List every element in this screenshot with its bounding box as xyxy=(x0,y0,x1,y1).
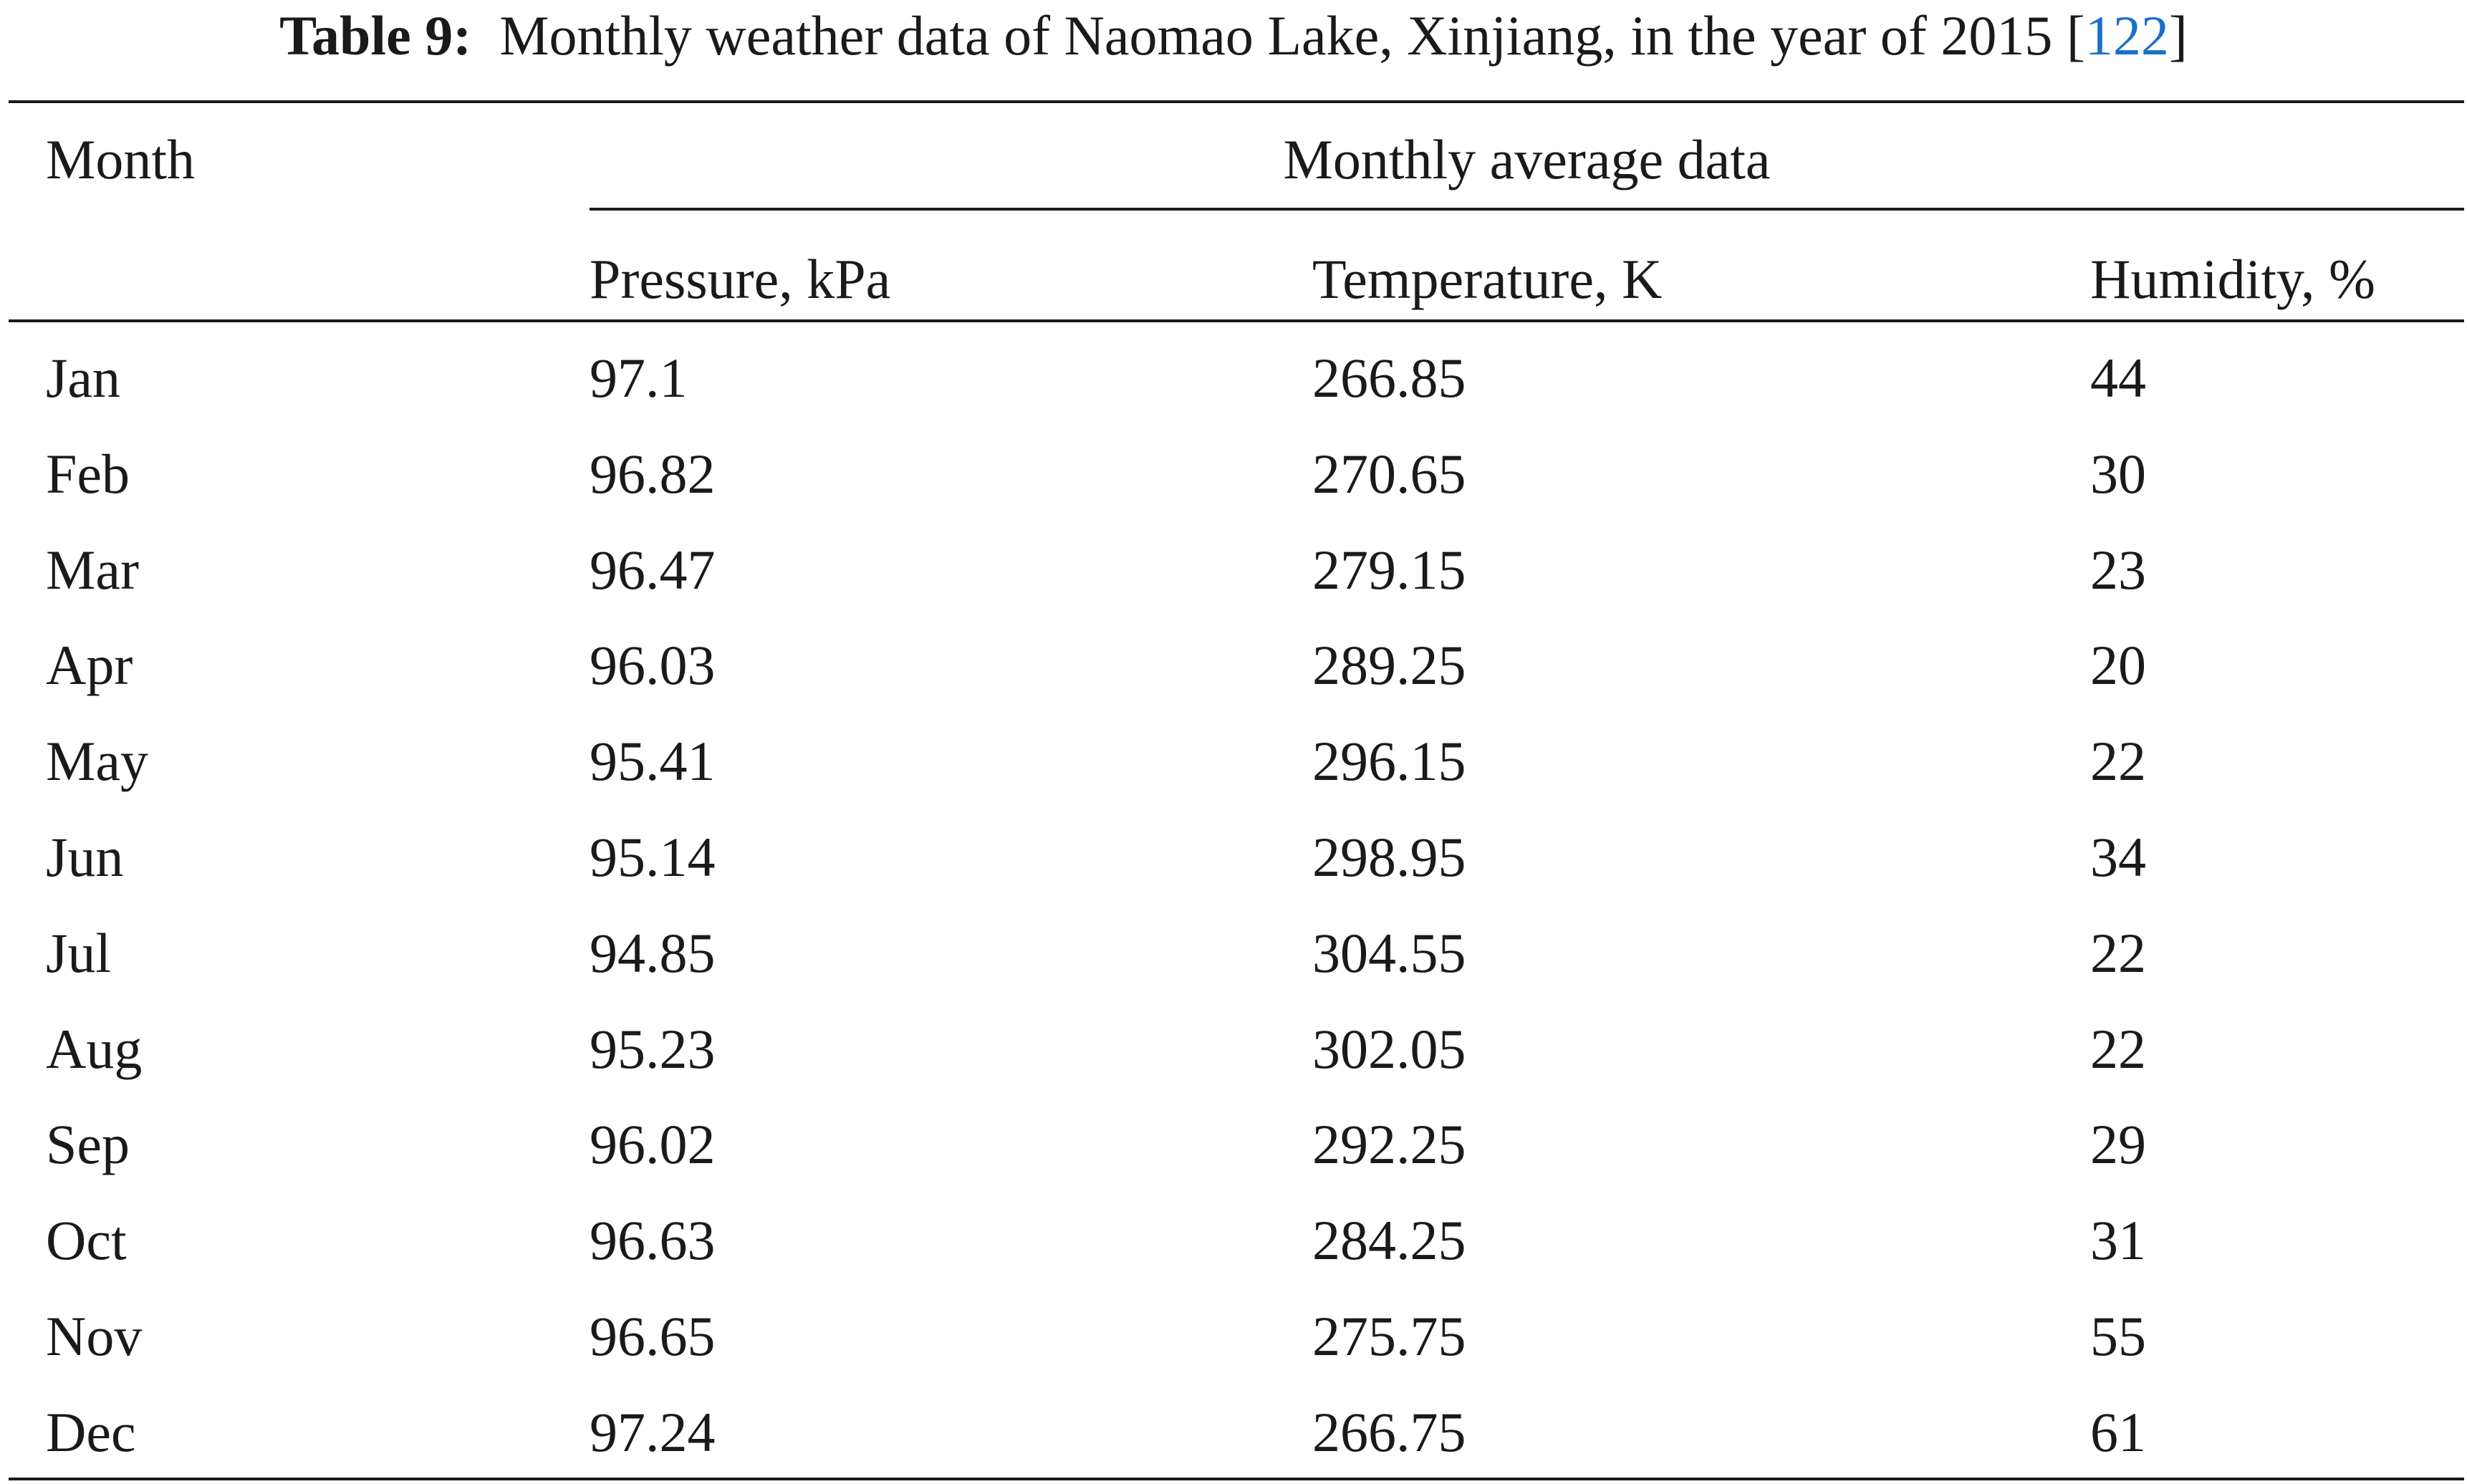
cell-pressure: 97.1 xyxy=(590,347,688,409)
cell-pressure: 96.03 xyxy=(590,634,716,696)
cell-temperature: 292.25 xyxy=(1312,1113,1466,1175)
cell-pressure: 95.14 xyxy=(590,826,716,888)
ref-close-bracket: ] xyxy=(2168,4,2188,67)
table-title: Monthly weather data of Naomao Lake, Xin… xyxy=(499,4,2053,67)
column-header-temperature: Temperature, K xyxy=(1312,248,1663,310)
cell-pressure: 96.63 xyxy=(590,1209,716,1271)
cell-temperature: 279.15 xyxy=(1312,539,1466,601)
cell-pressure: 96.65 xyxy=(590,1305,716,1367)
table-bottom-rule xyxy=(9,1478,2464,1480)
cell-temperature: 266.75 xyxy=(1312,1401,1466,1463)
cell-pressure: 96.02 xyxy=(590,1113,716,1175)
group-header: Monthly average data xyxy=(1283,128,1771,191)
cell-humidity: 31 xyxy=(2090,1209,2146,1271)
cell-temperature: 284.25 xyxy=(1312,1209,1466,1271)
cell-pressure: 96.47 xyxy=(590,539,716,601)
cell-pressure: 95.41 xyxy=(590,730,716,792)
cell-humidity: 34 xyxy=(2090,826,2146,888)
cell-humidity: 61 xyxy=(2090,1401,2146,1463)
cell-month: Aug xyxy=(46,1018,143,1080)
stub-header: Month xyxy=(46,128,196,191)
cell-month: Apr xyxy=(46,634,133,696)
table-caption: Table 9: Monthly weather data of Naomao … xyxy=(0,0,2467,67)
cell-temperature: 270.65 xyxy=(1312,443,1466,505)
cell-humidity: 55 xyxy=(2090,1305,2146,1367)
ref-open-bracket: [ xyxy=(2066,4,2085,67)
table-label: Table 9: xyxy=(279,4,472,67)
cell-temperature: 304.55 xyxy=(1312,922,1466,984)
cell-month: Jul xyxy=(46,922,112,984)
cell-pressure: 96.82 xyxy=(590,443,716,505)
cell-month: Sep xyxy=(46,1113,130,1175)
header-bottom-rule xyxy=(9,319,2464,322)
cell-pressure: 97.24 xyxy=(590,1401,716,1463)
cell-humidity: 23 xyxy=(2090,539,2146,601)
cell-month: Jun xyxy=(46,826,124,888)
table-top-rule xyxy=(9,100,2464,103)
cell-temperature: 302.05 xyxy=(1312,1018,1466,1080)
group-header-rule xyxy=(590,208,2464,211)
cell-pressure: 95.23 xyxy=(590,1018,716,1080)
cell-temperature: 266.85 xyxy=(1312,347,1466,409)
cell-month: Mar xyxy=(46,539,139,601)
cell-humidity: 20 xyxy=(2090,634,2146,696)
cell-month: Jan xyxy=(46,347,120,409)
cell-pressure: 94.85 xyxy=(590,922,716,984)
cell-humidity: 44 xyxy=(2090,347,2146,409)
cell-temperature: 298.95 xyxy=(1312,826,1466,888)
cell-temperature: 275.75 xyxy=(1312,1305,1466,1367)
column-header-pressure: Pressure, kPa xyxy=(590,248,891,310)
cell-month: Oct xyxy=(46,1209,127,1271)
cell-temperature: 296.15 xyxy=(1312,730,1466,792)
cell-humidity: 22 xyxy=(2090,922,2146,984)
cell-month: Feb xyxy=(46,443,130,505)
cell-month: Nov xyxy=(46,1305,143,1367)
cell-temperature: 289.25 xyxy=(1312,634,1466,696)
cell-humidity: 30 xyxy=(2090,443,2146,505)
cell-month: Dec xyxy=(46,1401,136,1463)
column-header-humidity: Humidity, % xyxy=(2090,248,2375,310)
reference-link[interactable]: 122 xyxy=(2084,4,2169,67)
cell-humidity: 22 xyxy=(2090,730,2146,792)
cell-month: May xyxy=(46,730,148,792)
cell-humidity: 29 xyxy=(2090,1113,2146,1175)
cell-humidity: 22 xyxy=(2090,1018,2146,1080)
